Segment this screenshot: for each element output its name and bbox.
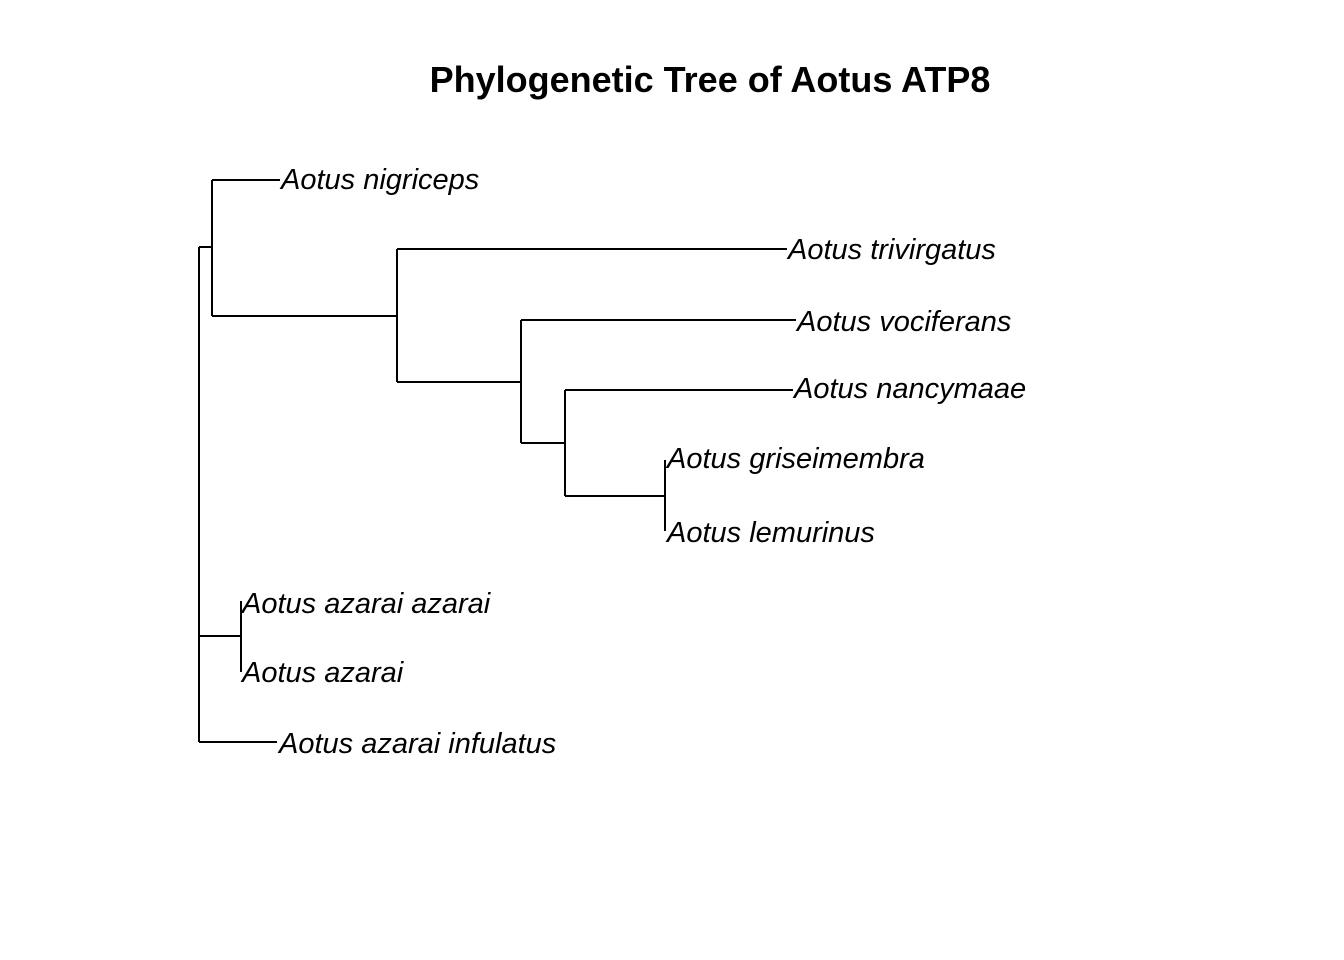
tip-label: Aotus vociferans: [795, 306, 1011, 338]
tip-label: Aotus lemurinus: [665, 517, 875, 549]
tip-label: Aotus nigriceps: [279, 164, 479, 196]
tip-label: Aotus griseimembra: [665, 443, 925, 475]
tip-label: Aotus azarai infulatus: [277, 728, 556, 760]
tree-title: Phylogenetic Tree of Aotus ATP8: [430, 59, 991, 100]
tree-branches: [198, 179, 796, 743]
tip-label: Aotus trivirgatus: [786, 234, 996, 266]
tip-label: Aotus azarai azarai: [240, 588, 492, 620]
tip-label: Aotus azarai: [240, 657, 405, 689]
tip-label: Aotus nancymaae: [792, 373, 1026, 405]
tip-labels: Aotus nigriceps Aotus trivirgatus Aotus …: [240, 164, 1026, 760]
